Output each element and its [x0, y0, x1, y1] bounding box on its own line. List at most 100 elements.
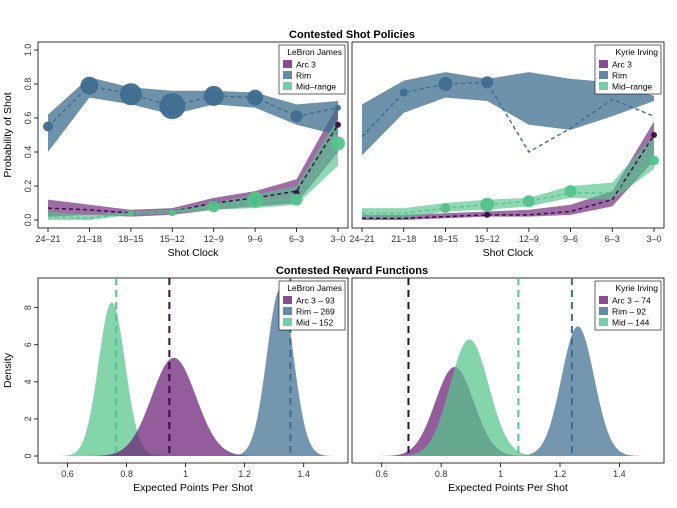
y-axis-label: Density	[2, 352, 14, 388]
legend-label-rim: Rim – 92	[612, 307, 646, 317]
legend-swatch-rim	[599, 71, 608, 79]
legend-label-rim: Rim	[296, 71, 311, 81]
legend-swatch-mid	[283, 318, 292, 326]
point-arc3	[484, 211, 491, 218]
x-tick-label: 15–12	[475, 234, 500, 244]
density-rim	[352, 326, 664, 456]
point-mid	[127, 210, 134, 217]
x-tick-label: 6–3	[605, 234, 620, 244]
y-tick-label: 0.2	[23, 180, 33, 193]
x-tick-label: 3–0	[330, 234, 345, 244]
legend-swatch-mid	[599, 318, 608, 326]
density-arc3	[38, 357, 348, 456]
y-tick-label: 0.6	[23, 112, 33, 125]
x-tick-label: 0.8	[120, 469, 133, 479]
y-tick-label: 0.4	[23, 146, 33, 159]
x-axis-label: Expected Points Per Shot	[448, 482, 568, 494]
x-tick-label: 1.2	[554, 469, 567, 479]
y-tick-label: 6	[23, 342, 33, 347]
density-arc3	[352, 367, 664, 456]
point-rim	[159, 93, 186, 120]
policy-kyrie-panel: 24–21 21–18 18–15 15–12 12–9 9–6 6–3 3–0 Shot Cl…	[349, 41, 665, 259]
plot-frame	[351, 41, 665, 229]
x-tick-label: 1.2	[238, 469, 251, 479]
y-axis-label: Probability of Shot	[2, 92, 14, 177]
line-rim	[361, 81, 655, 153]
x-tick-label: 15–12	[160, 234, 185, 244]
legend-swatch-rim	[599, 307, 608, 315]
legend-swatch-arc3	[283, 60, 292, 68]
x-tick-label: 6–3	[289, 234, 304, 244]
point-rim	[290, 110, 303, 123]
point-arc3	[651, 132, 657, 138]
point-mid	[207, 200, 220, 213]
point-mid	[649, 155, 659, 166]
point-rim	[335, 104, 341, 111]
legend-label-arc3: Arc 3	[296, 60, 316, 70]
legend-swatch-arc3	[599, 60, 608, 68]
point-mid	[331, 136, 345, 151]
x-tick-label: 1	[498, 469, 503, 479]
x-tick-label: 3–0	[646, 234, 661, 244]
reward-kyrie-panel: 0.6 0.8 1 1.2 1.4 Expected Points Per Shot Kyr…	[351, 277, 665, 494]
legend-title: Kyrie Irving	[615, 47, 658, 57]
y-tick-label: 0.0	[23, 214, 33, 227]
point-mid	[290, 193, 303, 206]
point-rim	[203, 85, 224, 106]
point-rim	[80, 76, 99, 95]
x-tick-label: 12–9	[519, 234, 539, 244]
point-rim	[43, 121, 53, 132]
x-tick-label: 24–21	[349, 234, 374, 244]
legend-label-mid: Mid–range	[612, 82, 652, 92]
point-mid	[169, 210, 176, 217]
x-tick-label: 9–6	[563, 234, 578, 244]
point-rim	[119, 83, 142, 106]
plot-frame	[37, 41, 349, 229]
legend-swatch-mid	[599, 82, 608, 90]
x-tick-label: 9–6	[248, 234, 263, 244]
x-tick-label: 1	[183, 469, 188, 479]
point-mid	[522, 195, 535, 208]
legend-swatch-arc3	[283, 296, 292, 304]
legend-label-arc3: Arc 3 – 93	[296, 296, 335, 306]
legend-swatch-rim	[283, 71, 292, 79]
y-tick-label: 0	[23, 453, 33, 458]
policy-title: Contested Shot Policies	[289, 29, 415, 41]
y-tick-label: 4	[23, 379, 33, 384]
plot-frame	[351, 277, 665, 464]
point-rim	[399, 88, 408, 97]
x-tick-label: 1.4	[613, 469, 626, 479]
point-rim	[481, 76, 494, 89]
legend-label-arc3: Arc 3	[612, 60, 632, 70]
x-axis-label: Expected Points Per Shot	[133, 482, 253, 494]
legend-title: LeBron James	[287, 47, 342, 57]
y-tick-label: 0.8	[23, 78, 33, 91]
x-tick-label: 0.6	[375, 469, 388, 479]
x-tick-label: 12–9	[204, 234, 224, 244]
point-mid	[247, 191, 264, 208]
band-rim	[362, 72, 654, 156]
point-rim	[247, 89, 264, 106]
x-tick-label: 0.8	[435, 469, 448, 479]
point-rim	[438, 77, 453, 91]
reward-lebron-panel: 0.6 0.8 1 1.2 1.4 Expected Points Per Shot 0 2 4…	[2, 277, 349, 494]
legend-label-rim: Rim	[612, 71, 627, 81]
policy-lebron-panel: 24–21 21–18 18–15 15–12 12–9 9–6 6–3 3–0 Shot Cl…	[2, 41, 349, 259]
legend-label-arc3: Arc 3 – 74	[612, 296, 651, 306]
y-tick-label: 8	[23, 305, 33, 310]
band-mid	[362, 135, 654, 219]
reward-title: Contested Reward Functions	[276, 265, 428, 277]
legend-label-rim: Rim – 269	[296, 307, 335, 317]
x-axis-label: Shot Clock	[483, 247, 535, 259]
x-tick-label: 21–18	[77, 234, 102, 244]
y-tick-label: 1.0	[23, 44, 33, 57]
point-mid	[564, 185, 577, 198]
point-mid	[440, 203, 451, 214]
point-arc3	[335, 121, 341, 128]
density-rim	[38, 289, 348, 456]
x-tick-label: 1.4	[297, 469, 310, 479]
legend-label-mid: Mid–range	[296, 82, 336, 92]
x-tick-label: 0.6	[61, 469, 74, 479]
point-mid	[480, 197, 495, 212]
